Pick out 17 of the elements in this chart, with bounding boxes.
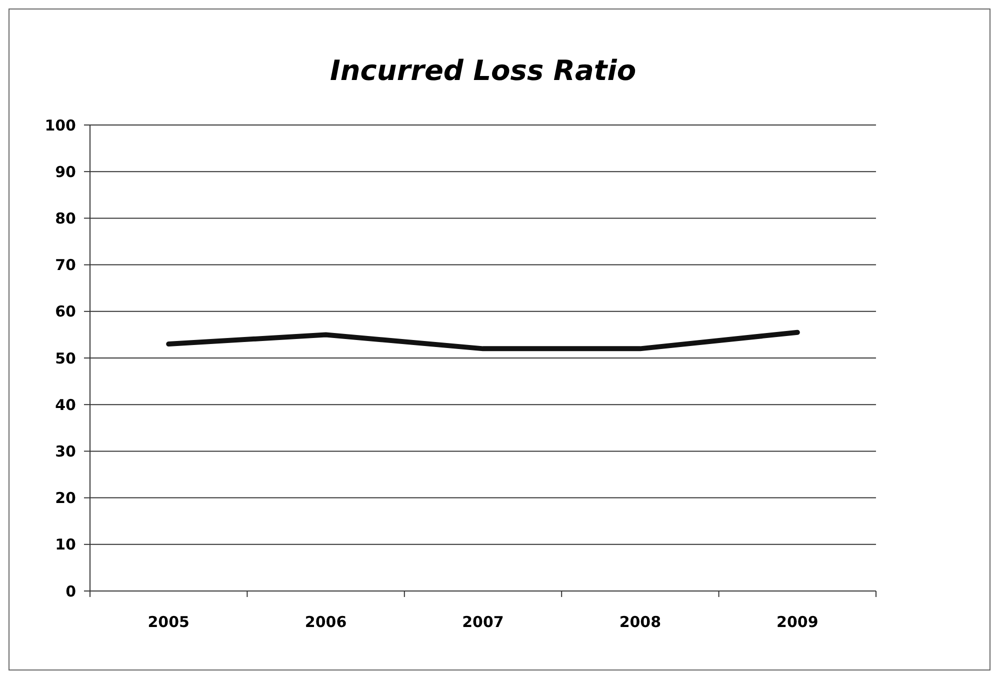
y-tick-label: 100 — [44, 116, 76, 134]
chart-title: Incurred Loss Ratio — [330, 54, 636, 87]
y-tick-label: 20 — [55, 489, 76, 508]
y-tick-label: 40 — [55, 396, 76, 414]
x-tick-label: 2005 — [148, 613, 190, 631]
y-tick-label: 90 — [55, 162, 76, 181]
y-tick-label: 50 — [55, 349, 76, 368]
y-tick-label: 80 — [55, 209, 76, 228]
y-tick-label: 10 — [55, 536, 76, 554]
y-tick-label: 60 — [55, 302, 76, 321]
x-tick-label: 2006 — [304, 613, 347, 631]
y-tick-label: 0 — [66, 582, 76, 600]
y-tick-label: 70 — [55, 256, 76, 274]
x-tick-label: 2007 — [462, 613, 504, 631]
x-tick-label: 2009 — [776, 613, 818, 631]
x-tick-label: 2008 — [619, 613, 662, 631]
y-tick-label: 30 — [55, 442, 76, 460]
